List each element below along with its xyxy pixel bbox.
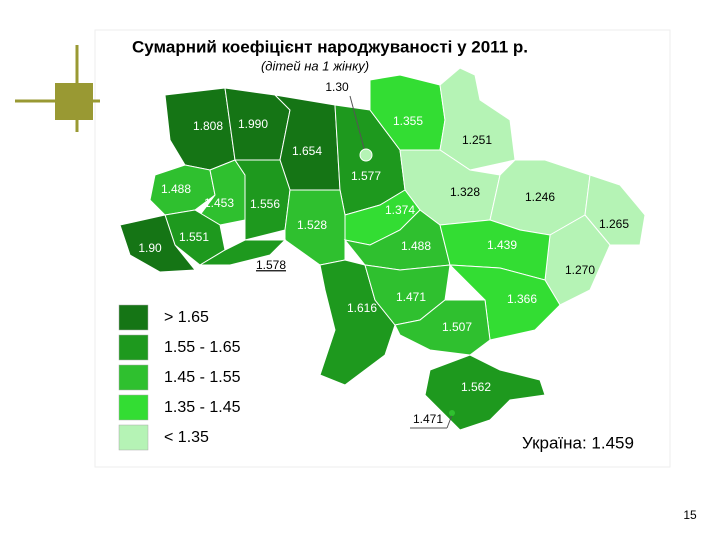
legend-label: > 1.65 (164, 309, 209, 326)
region-label: 1.471 (396, 290, 426, 304)
region (198, 239, 287, 266)
legend-swatch (118, 424, 149, 451)
national-total: Україна: 1.459 (522, 433, 634, 452)
region-label: 1.265 (599, 217, 629, 231)
region-label: 1.577 (351, 169, 381, 183)
legend-label: 1.55 - 1.65 (164, 339, 241, 356)
legend-swatch (118, 364, 149, 391)
region-label: 1.528 (297, 218, 327, 232)
region-label: 1.654 (292, 144, 322, 158)
region (424, 354, 546, 431)
region-label: 1.439 (487, 238, 517, 252)
region-label: 1.488 (401, 239, 431, 253)
legend-label: < 1.35 (164, 429, 209, 446)
region-label: 1.578 (256, 258, 286, 272)
region-label: 1.328 (450, 185, 480, 199)
legend: > 1.65 1.55 - 1.65 1.45 - 1.55 1.35 - 1.45 <… (118, 304, 241, 451)
legend-label: 1.45 - 1.55 (164, 369, 241, 386)
legend-swatch (118, 304, 149, 331)
region (394, 299, 491, 356)
callout-line (446, 414, 453, 429)
region-label: 1.488 (161, 182, 191, 196)
subtitle: (дітей на 1 жінку) (261, 58, 369, 73)
legend-label: 1.35 - 1.45 (164, 399, 241, 416)
title: Сумарний коефіцієнт народжуваності у 201… (132, 37, 528, 56)
region-label: 1.453 (204, 196, 234, 210)
region-label: 1.246 (525, 190, 555, 204)
region-label: 1.270 (565, 263, 595, 277)
region-label: 1.90 (138, 241, 162, 255)
region (149, 164, 216, 216)
map: 1.808 1.990 1.654 1.577 1.355 1.251 1.328 1.246… (119, 67, 646, 431)
region (448, 264, 561, 341)
region-label: 1.616 (347, 301, 377, 315)
region-label: 1.366 (507, 292, 537, 306)
region-label: 1.990 (238, 117, 268, 131)
legend-swatch (118, 394, 149, 421)
region-label: 1.556 (250, 197, 280, 211)
region (359, 148, 373, 162)
region (449, 410, 455, 416)
region-label: 1.374 (385, 203, 415, 217)
region-label: 1.507 (442, 320, 472, 334)
region-label: 1.30 (325, 80, 349, 94)
legend-swatch (118, 334, 149, 361)
region (439, 67, 516, 171)
region-label: 1.551 (179, 230, 209, 244)
region-label: 1.471 (413, 412, 443, 426)
deco-square (55, 83, 93, 120)
page-number: 15 (683, 508, 697, 522)
callout-line (349, 95, 366, 153)
region (119, 214, 196, 273)
region-label: 1.562 (461, 380, 491, 394)
region (319, 259, 396, 386)
region-label: 1.808 (193, 119, 223, 133)
region-label: 1.355 (393, 114, 423, 128)
region-label: 1.251 (462, 133, 492, 147)
